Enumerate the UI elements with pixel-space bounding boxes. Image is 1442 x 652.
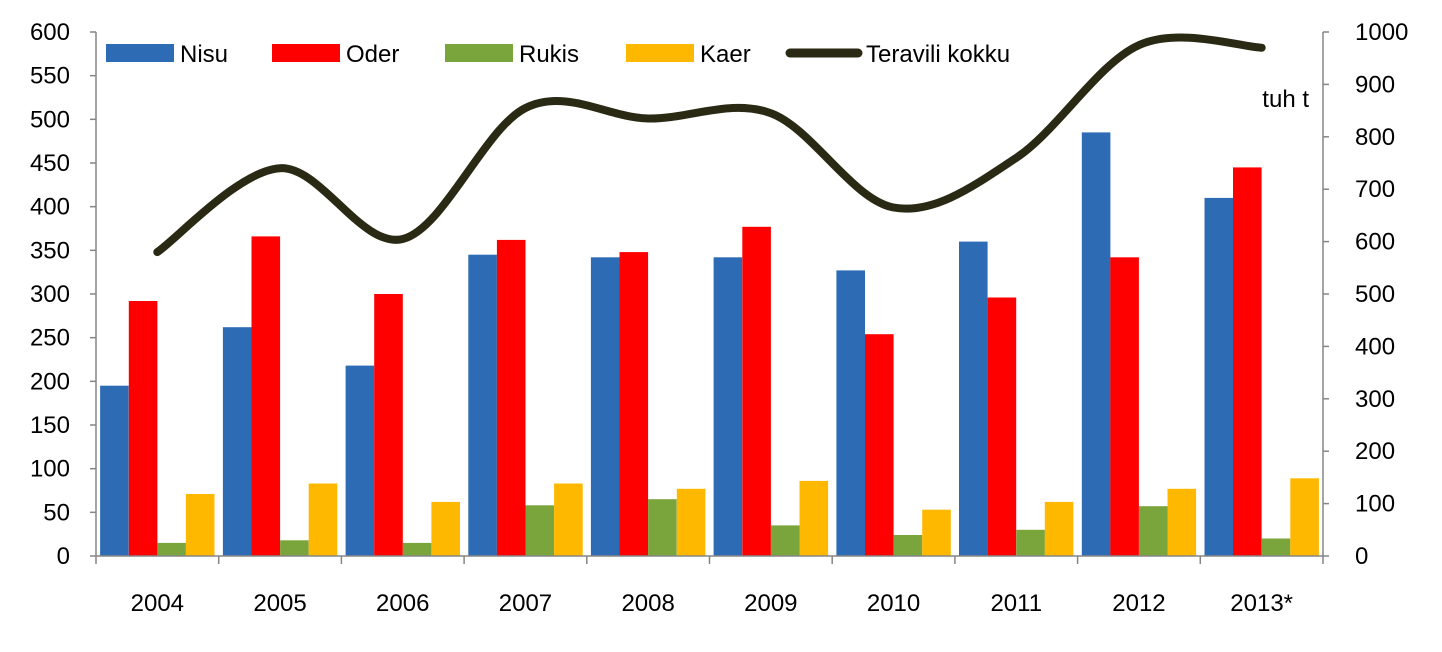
bar-nisu-2008	[590, 257, 620, 556]
bar-rukis-2010	[893, 535, 923, 556]
x-tick-label: 2010	[867, 590, 920, 617]
x-tick-label: 2005	[253, 590, 306, 617]
bar-oder-2011	[987, 297, 1017, 556]
x-tick-label: 2006	[376, 590, 429, 617]
bar-kaer-2011	[1044, 501, 1074, 556]
x-tick-label: 2012	[1112, 590, 1165, 617]
right-tick-label: 600	[1355, 229, 1395, 256]
bar-oder-2009	[742, 226, 771, 557]
line-point-2004	[155, 250, 160, 255]
left-tick-label: 600	[30, 19, 70, 46]
left-tick-label: 150	[30, 412, 70, 439]
line-teravili-kokku	[153, 33, 1266, 257]
line-point-2011	[1014, 155, 1019, 160]
bar-nisu-2007	[468, 254, 497, 556]
bar-oder-2010	[865, 334, 894, 556]
bar-kaer-2010	[922, 509, 951, 556]
legend-label-rukis: Rukis	[519, 41, 579, 68]
right-tick-label: 100	[1355, 491, 1395, 518]
bar-nisu-2006	[345, 365, 375, 556]
bar-kaer-2008	[676, 488, 706, 556]
bar-rukis-2004	[157, 542, 186, 556]
bar-nisu-2011	[959, 241, 988, 556]
legend-label-kaer: Kaer	[700, 41, 751, 68]
left-tick-label: 550	[30, 63, 70, 90]
right-axis-unit-label: tuh t	[1262, 86, 1309, 113]
bar-rukis-2007	[525, 505, 555, 556]
x-tick-label: 2004	[131, 590, 184, 617]
left-tick-label: 0	[57, 543, 70, 570]
bar-oder-2004	[128, 301, 158, 556]
bar-rukis-2009	[770, 525, 800, 556]
bar-rukis-2013	[1261, 538, 1291, 556]
left-tick-label: 200	[30, 368, 70, 395]
bar-kaer-2012	[1167, 488, 1197, 556]
bar-nisu-2004	[100, 385, 129, 556]
bar-kaer-2004	[185, 494, 215, 556]
legend-swatch-rukis	[445, 44, 513, 62]
bar-rukis-2011	[1016, 529, 1045, 556]
bar-kaer-2013	[1290, 478, 1319, 556]
left-tick-label: 350	[30, 237, 70, 264]
line-point-2005	[278, 166, 283, 171]
legend-swatch-nisu	[106, 44, 174, 62]
bar-nisu-2013	[1204, 197, 1234, 556]
bar-nisu-2012	[1081, 132, 1111, 556]
right-tick-label: 200	[1355, 438, 1395, 465]
bar-kaer-2009	[799, 480, 829, 556]
bar-oder-2008	[619, 252, 649, 556]
legend-label-oder: Oder	[346, 41, 399, 68]
x-tick-label: 2011	[990, 590, 1042, 617]
line-point-2012	[1137, 43, 1141, 48]
x-tick-label: 2007	[499, 590, 552, 617]
legend-swatch-oder	[272, 44, 340, 62]
line-point-2013	[1259, 45, 1264, 50]
bar-kaer-2005	[308, 483, 338, 556]
left-tick-label: 250	[30, 325, 70, 352]
bar-rukis-2005	[280, 540, 309, 556]
line-point-2008	[646, 116, 651, 121]
left-tick-label: 300	[30, 281, 70, 308]
bar-rukis-2008	[648, 499, 677, 556]
bar-nisu-2005	[222, 327, 252, 556]
left-tick-label: 450	[30, 150, 70, 177]
line-point-2009	[768, 111, 773, 116]
bar-nisu-2009	[713, 257, 743, 556]
right-tick-label: 1000	[1355, 19, 1408, 46]
bar-rukis-2012	[1139, 506, 1168, 556]
line-point-2010	[891, 205, 896, 210]
left-tick-label: 500	[30, 106, 70, 133]
bar-rukis-2006	[402, 542, 432, 556]
line-point-2007	[523, 106, 528, 110]
legend-swatch-kaer	[626, 44, 694, 62]
left-tick-label: 100	[30, 456, 70, 483]
right-tick-label: 500	[1355, 281, 1395, 308]
right-tick-label: 700	[1355, 176, 1395, 203]
x-tick-label: 2009	[744, 590, 797, 617]
right-tick-label: 400	[1355, 333, 1395, 360]
x-tick-label: 2013*	[1230, 590, 1293, 617]
bar-oder-2013	[1233, 167, 1262, 556]
legend-label-nisu: Nisu	[180, 41, 228, 68]
line-point-2006	[400, 237, 405, 241]
legend-label-teravili-kokku: Teravili kokku	[866, 41, 1010, 68]
bar-kaer-2006	[431, 501, 460, 556]
bar-oder-2012	[1110, 257, 1139, 556]
bar-nisu-2010	[836, 270, 865, 556]
right-tick-label: 900	[1355, 71, 1395, 98]
x-tick-label: 2008	[621, 590, 674, 617]
right-tick-label: 800	[1355, 124, 1395, 151]
bar-oder-2006	[374, 294, 403, 556]
bar-kaer-2007	[554, 483, 583, 556]
right-tick-label: 300	[1355, 386, 1395, 413]
right-tick-label: 0	[1355, 543, 1368, 570]
bar-oder-2005	[251, 236, 281, 556]
left-tick-label: 400	[30, 194, 70, 221]
left-tick-label: 50	[43, 499, 70, 526]
bar-oder-2007	[496, 239, 526, 556]
